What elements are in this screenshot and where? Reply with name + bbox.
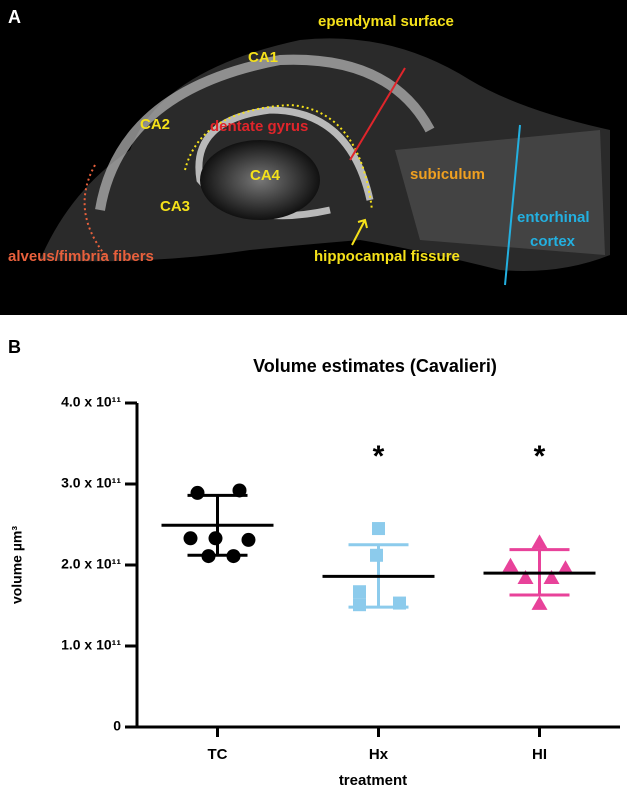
data-point — [372, 522, 385, 536]
fissure-arrow — [351, 218, 368, 246]
y-tick-label: 1.0 x 10¹¹ — [61, 637, 121, 653]
hilus — [200, 140, 320, 220]
subiculum-region — [395, 130, 605, 255]
y-tick-label: 3.0 x 10¹¹ — [61, 475, 121, 491]
y-tick-label: 0 — [113, 718, 121, 734]
region-label: hippocampal fissure — [314, 248, 460, 265]
data-point — [353, 598, 366, 612]
x-tick-label: HI — [532, 746, 547, 763]
alveus-boundary — [83, 164, 106, 256]
ca1-subiculum-border — [349, 67, 406, 161]
significance-marker: * — [373, 440, 385, 473]
region-label: dentate gyrus — [210, 118, 308, 135]
x-tick-label: TC — [208, 746, 228, 763]
data-point — [241, 532, 256, 547]
chart-title: Volume estimates (Cavalieri) — [253, 356, 497, 376]
data-point — [531, 534, 548, 549]
significance-marker: * — [534, 440, 546, 473]
y-tick-label: 2.0 x 10¹¹ — [61, 556, 121, 572]
data-point — [517, 569, 534, 584]
region-label: CA2 — [140, 116, 170, 133]
region-label: subiculum — [410, 166, 485, 183]
y-axis-label: volume µm³ — [9, 526, 25, 604]
data-point — [208, 531, 223, 546]
data-point — [370, 548, 383, 562]
data-point — [502, 557, 519, 572]
panel-letter: A — [8, 7, 21, 27]
region-label: CA3 — [160, 198, 190, 215]
x-axis-label: treatment — [339, 772, 407, 789]
data-point — [353, 585, 366, 599]
data-point — [543, 569, 560, 584]
data-point — [190, 485, 205, 500]
panel-letter: B — [8, 337, 21, 357]
y-tick-label: 4.0 x 10¹¹ — [61, 394, 121, 410]
region-label: cortex — [530, 233, 576, 250]
region-label: entorhinal — [517, 209, 590, 226]
region-label: alveus/fimbria fibers — [8, 248, 154, 265]
data-point — [557, 560, 574, 575]
micrograph: A ependymal surface CA1 CA2 dentate gyru… — [0, 0, 627, 315]
region-label: CA1 — [248, 49, 278, 66]
region-label: CA4 — [250, 167, 281, 184]
region-label: ependymal surface — [318, 13, 454, 30]
data-point — [531, 595, 548, 610]
x-tick-label: Hx — [369, 746, 389, 763]
subiculum-entorhinal-border — [504, 124, 521, 286]
data-point — [183, 531, 198, 546]
